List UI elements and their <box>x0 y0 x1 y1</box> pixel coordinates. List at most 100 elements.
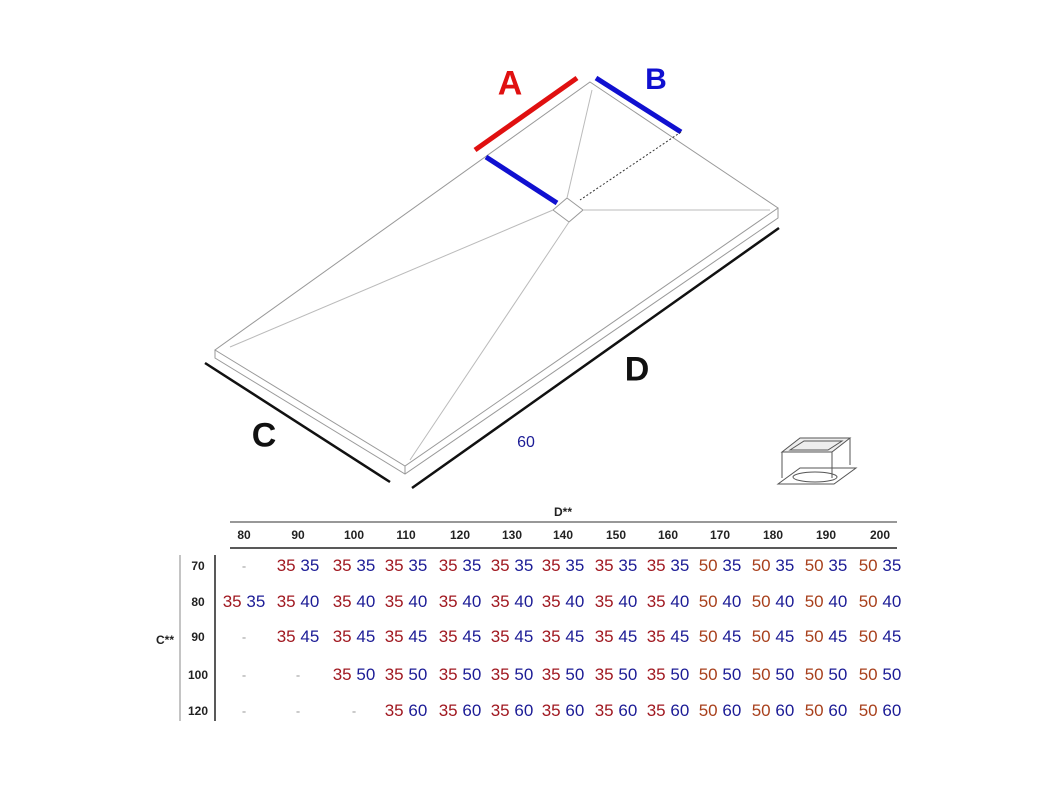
table-cell: 35 40 <box>647 592 690 612</box>
width-b-value: 60 <box>665 701 690 720</box>
table-cell: - <box>295 703 301 719</box>
column-header: 80 <box>237 528 251 542</box>
width-b-value: 45 <box>457 627 482 646</box>
table-cell: 50 40 <box>752 592 795 612</box>
row-header: 70 <box>191 559 205 573</box>
drain-offset-value: 35 <box>276 592 296 611</box>
drain-offset-value: 35 <box>594 592 614 611</box>
width-b-value: 40 <box>509 592 534 611</box>
table-cell: 50 45 <box>699 627 742 647</box>
width-b-value: 45 <box>665 627 690 646</box>
drain-offset-value: 35 <box>490 592 510 611</box>
table-cell: 50 35 <box>752 556 795 576</box>
drain-offset-value: 50 <box>751 556 771 575</box>
drain-offset-value: 50 <box>698 627 718 646</box>
dimension-b-line-2 <box>484 154 559 206</box>
table-cell: - <box>241 703 247 719</box>
table-cell: 35 60 <box>491 701 534 721</box>
label-a: A <box>497 64 523 103</box>
table-cell: 35 50 <box>647 665 690 685</box>
drain-offset-value: 50 <box>751 627 771 646</box>
width-b-value: 45 <box>295 627 320 646</box>
table-cell: 50 40 <box>805 592 848 612</box>
width-b-value: 45 <box>877 627 902 646</box>
table-cell: 35 50 <box>333 665 376 685</box>
drain-offset-value: 35 <box>490 665 510 684</box>
table-cell: 50 60 <box>859 701 902 721</box>
label-b: B <box>645 63 667 96</box>
column-header: 100 <box>343 528 365 542</box>
width-b-value: 45 <box>403 627 428 646</box>
drain-offset-value: 50 <box>698 556 718 575</box>
table-cell: 50 45 <box>859 627 902 647</box>
drain-offset-value: 35 <box>384 592 404 611</box>
table-cell: 50 45 <box>752 627 795 647</box>
drain-offset-value: 35 <box>594 627 614 646</box>
drain-offset-value: 35 <box>646 592 666 611</box>
drain-offset-value: 35 <box>438 556 458 575</box>
table-cell: 35 50 <box>595 665 638 685</box>
width-b-value: 35 <box>877 556 902 575</box>
table-cell: 35 35 <box>223 592 266 612</box>
column-axis-title: D** <box>553 505 573 519</box>
drain-offset-value: 50 <box>751 592 771 611</box>
drain-offset-value: 35 <box>594 665 614 684</box>
drain-offset-value: 35 <box>332 592 352 611</box>
drain-offset-value: 35 <box>541 556 561 575</box>
width-b-value: 45 <box>770 627 795 646</box>
table-cell: 35 45 <box>647 627 690 647</box>
drain-offset-value: 35 <box>332 627 352 646</box>
width-b-value: 45 <box>823 627 848 646</box>
label-c: C <box>251 416 277 455</box>
width-b-value: 60 <box>457 701 482 720</box>
row-header: 120 <box>187 704 209 718</box>
table-cell: 35 45 <box>491 627 534 647</box>
width-b-value: 40 <box>770 592 795 611</box>
table-cell: 35 50 <box>542 665 585 685</box>
width-b-value: 40 <box>613 592 638 611</box>
width-b-value: 40 <box>877 592 902 611</box>
table-cell: 35 35 <box>491 556 534 576</box>
width-b-value: 60 <box>823 701 848 720</box>
drain-offset-value: 35 <box>384 665 404 684</box>
width-b-value: 35 <box>351 556 376 575</box>
width-b-value: 40 <box>560 592 585 611</box>
table-cell: 35 35 <box>277 556 320 576</box>
width-b-value: 50 <box>560 665 585 684</box>
drain-offset-value: 50 <box>698 701 718 720</box>
table-cell: 35 45 <box>277 627 320 647</box>
column-header: 120 <box>449 528 471 542</box>
row-header: 80 <box>191 595 205 609</box>
width-b-value: 50 <box>877 665 902 684</box>
table-cell: 35 35 <box>439 556 482 576</box>
drain-offset-value: 35 <box>384 701 404 720</box>
drain-offset-value: 50 <box>858 592 878 611</box>
width-b-value: 40 <box>665 592 690 611</box>
drain-offset-value: 35 <box>438 627 458 646</box>
drain-offset-value: 35 <box>332 665 352 684</box>
drain-offset-value: 35 <box>646 627 666 646</box>
drain-offset-value: 50 <box>698 665 718 684</box>
drain-offset-value: 35 <box>384 627 404 646</box>
width-b-value: 35 <box>457 556 482 575</box>
drain-offset-value: 35 <box>490 556 510 575</box>
width-b-value: 50 <box>613 665 638 684</box>
drain-offset-value: 50 <box>858 665 878 684</box>
width-b-value: 60 <box>560 701 585 720</box>
width-b-value: 35 <box>560 556 585 575</box>
dimension-c-line <box>204 361 391 484</box>
width-b-value: 35 <box>509 556 534 575</box>
width-b-value: 45 <box>351 627 376 646</box>
table-cell: 35 60 <box>542 701 585 721</box>
table-cell: 35 60 <box>595 701 638 721</box>
table-cell: 35 35 <box>647 556 690 576</box>
table-cell: 35 40 <box>439 592 482 612</box>
width-b-value: 40 <box>823 592 848 611</box>
table-cell: 35 40 <box>491 592 534 612</box>
column-header: 170 <box>709 528 731 542</box>
drain-offset-value: 35 <box>276 627 296 646</box>
width-b-value: 60 <box>717 701 742 720</box>
table-cell: 35 45 <box>595 627 638 647</box>
drain-offset-value: 35 <box>541 592 561 611</box>
